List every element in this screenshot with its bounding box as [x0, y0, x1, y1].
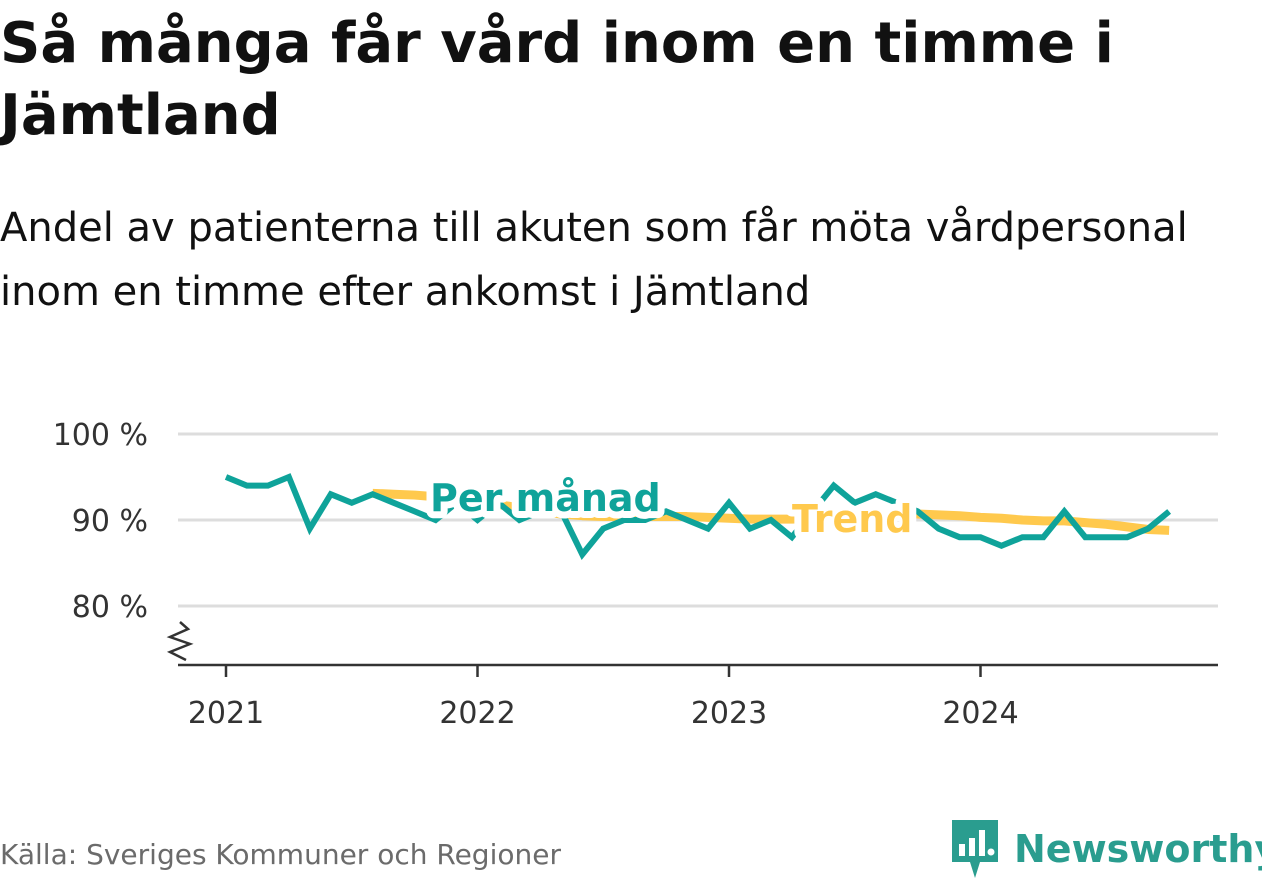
axis-break-icon: [166, 621, 194, 662]
x-tick-label: 2024: [942, 696, 1018, 731]
series-lines: [224, 473, 1172, 560]
y-tick-label: 80 %: [72, 590, 148, 625]
brand-name: Newsworthy: [1014, 827, 1262, 871]
inline-label-trend: Trend: [792, 497, 913, 541]
y-axis-ticks: 80 % 90 % 100 %: [53, 418, 194, 662]
newsworthy-logo-icon: [952, 820, 998, 878]
inline-label-per-manad: Per månad: [430, 476, 661, 520]
x-axis: 2021 2022 2023 2024: [178, 663, 1218, 731]
x-tick-label: 2023: [691, 696, 767, 731]
chart-title: Så många får vård inom en timme i Jämtla…: [0, 11, 1114, 148]
y-tick-label: 100 %: [53, 418, 148, 453]
source-note: Källa: Sveriges Kommuner och Regioner: [0, 838, 561, 871]
series-line-per-manad: [224, 473, 1172, 560]
inline-labels: Per månad Trend: [423, 469, 920, 548]
x-tick-label: 2021: [188, 696, 264, 731]
y-tick-label: 90 %: [72, 504, 148, 539]
chart-subtitle: Andel av patienterna till akuten som får…: [0, 205, 1188, 315]
brand-logo: Newsworthy: [950, 818, 1262, 880]
x-tick-label: 2022: [439, 696, 515, 731]
line-chart: 80 % 90 % 100 % 2021 2022 2023 2024 Per månad…: [53, 418, 1218, 731]
